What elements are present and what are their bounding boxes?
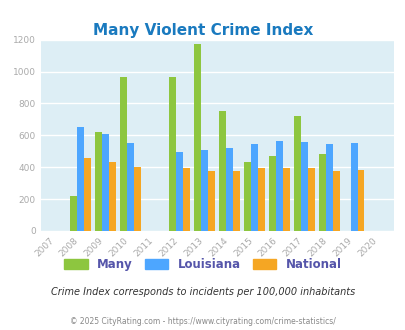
Bar: [307, 168, 314, 231]
Bar: [95, 132, 102, 231]
Bar: [219, 112, 226, 231]
Bar: [357, 170, 364, 231]
Bar: [282, 168, 289, 231]
Text: © 2025 CityRating.com - https://www.cityrating.com/crime-statistics/: © 2025 CityRating.com - https://www.city…: [70, 317, 335, 326]
Bar: [77, 127, 84, 231]
Bar: [70, 196, 77, 231]
Bar: [208, 171, 215, 231]
Bar: [243, 162, 250, 231]
Bar: [293, 116, 300, 231]
Bar: [268, 156, 275, 231]
Legend: Many, Louisiana, National: Many, Louisiana, National: [59, 253, 346, 276]
Bar: [275, 141, 282, 231]
Bar: [226, 148, 232, 231]
Bar: [126, 143, 133, 231]
Text: Many Violent Crime Index: Many Violent Crime Index: [93, 23, 312, 38]
Text: Crime Index corresponds to incidents per 100,000 inhabitants: Crime Index corresponds to incidents per…: [51, 287, 354, 297]
Bar: [176, 152, 183, 231]
Bar: [332, 171, 339, 231]
Bar: [350, 143, 357, 231]
Bar: [300, 142, 307, 231]
Bar: [325, 144, 332, 231]
Bar: [318, 154, 325, 231]
Bar: [194, 44, 201, 231]
Bar: [250, 144, 257, 231]
Bar: [201, 150, 208, 231]
Bar: [119, 77, 126, 231]
Bar: [232, 171, 239, 231]
Bar: [257, 169, 264, 231]
Bar: [102, 134, 109, 231]
Bar: [169, 77, 176, 231]
Bar: [183, 169, 190, 231]
Bar: [84, 158, 91, 231]
Bar: [109, 162, 115, 231]
Bar: [133, 167, 140, 231]
